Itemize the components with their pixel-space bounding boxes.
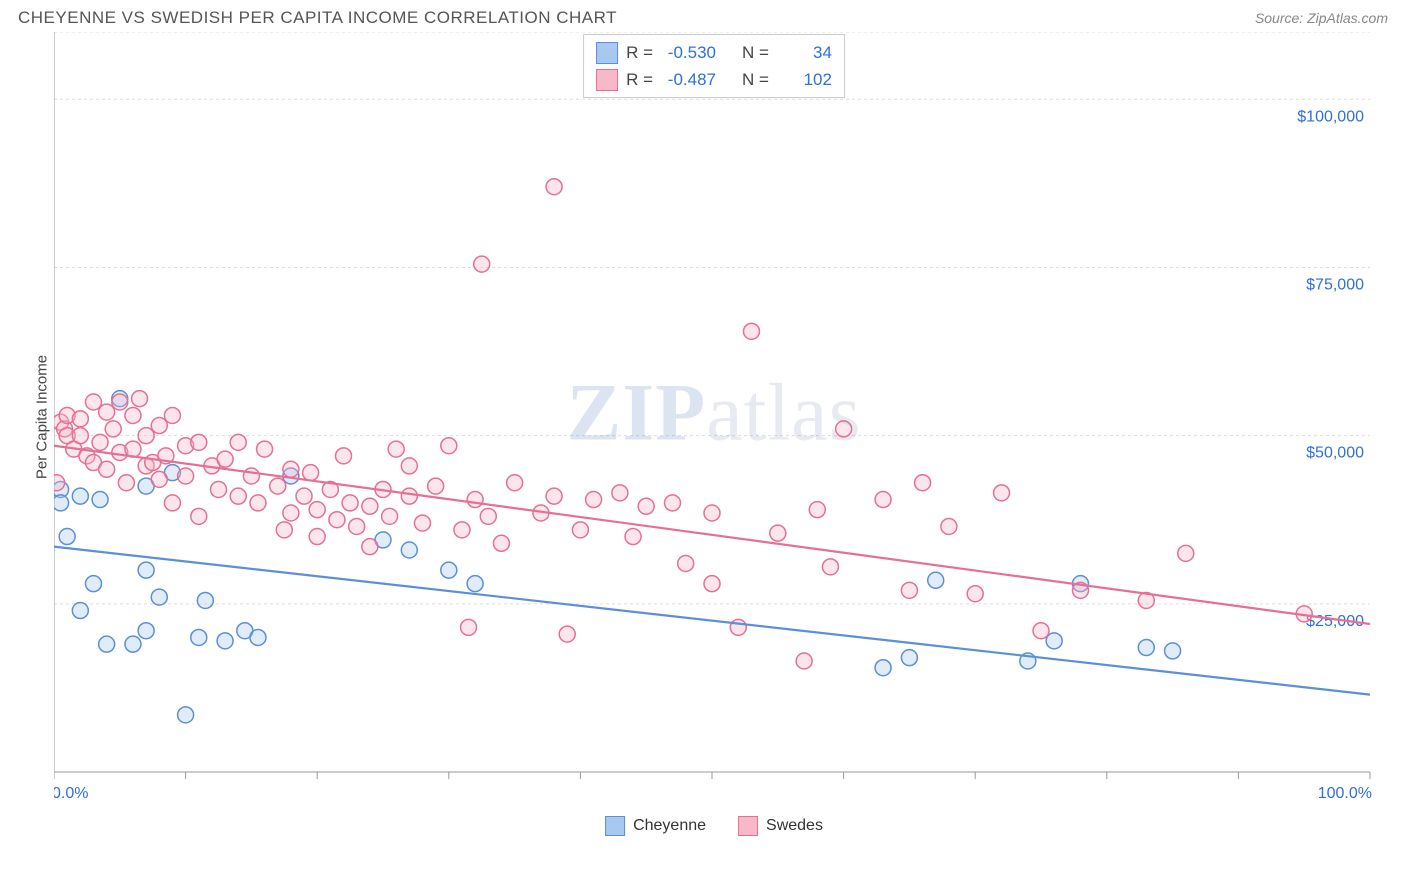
chart-source: Source: ZipAtlas.com	[1255, 10, 1388, 26]
series-legend: Cheyenne Swedes	[605, 816, 823, 836]
n-label: N =	[742, 39, 769, 66]
series-label: Cheyenne	[633, 817, 706, 835]
stats-legend-row: R = -0.487 N = 102	[596, 66, 832, 93]
n-value: 102	[777, 66, 832, 93]
legend-swatch	[605, 816, 625, 836]
svg-text:$100,000: $100,000	[1297, 108, 1364, 125]
chart-title: CHEYENNE VS SWEDISH PER CAPITA INCOME CO…	[18, 8, 617, 28]
stats-legend-row: R = -0.530 N = 34	[596, 39, 832, 66]
r-value: -0.530	[661, 39, 716, 66]
stats-legend: R = -0.530 N = 34 R = -0.487 N = 102	[583, 34, 845, 98]
series-legend-item: Swedes	[738, 816, 823, 836]
chart-header: CHEYENNE VS SWEDISH PER CAPITA INCOME CO…	[0, 0, 1406, 32]
legend-swatch	[738, 816, 758, 836]
svg-text:$50,000: $50,000	[1306, 445, 1364, 462]
y-axis-label: Per Capita Income	[34, 355, 51, 479]
svg-text:0.0%: 0.0%	[54, 785, 88, 802]
svg-text:100.0%: 100.0%	[1318, 785, 1372, 802]
r-value: -0.487	[661, 66, 716, 93]
legend-swatch	[596, 42, 618, 64]
chart-area: Per Capita Income ZIPatlas $25,000$50,00…	[54, 32, 1374, 802]
n-value: 34	[777, 39, 832, 66]
r-label: R =	[626, 66, 653, 93]
legend-swatch	[596, 69, 618, 91]
r-label: R =	[626, 39, 653, 66]
scatter-chart-svg: $25,000$50,000$75,000$100,0000.0%100.0%	[54, 32, 1374, 802]
n-label: N =	[742, 66, 769, 93]
series-legend-item: Cheyenne	[605, 816, 706, 836]
svg-text:$75,000: $75,000	[1306, 276, 1364, 293]
series-label: Swedes	[766, 817, 823, 835]
